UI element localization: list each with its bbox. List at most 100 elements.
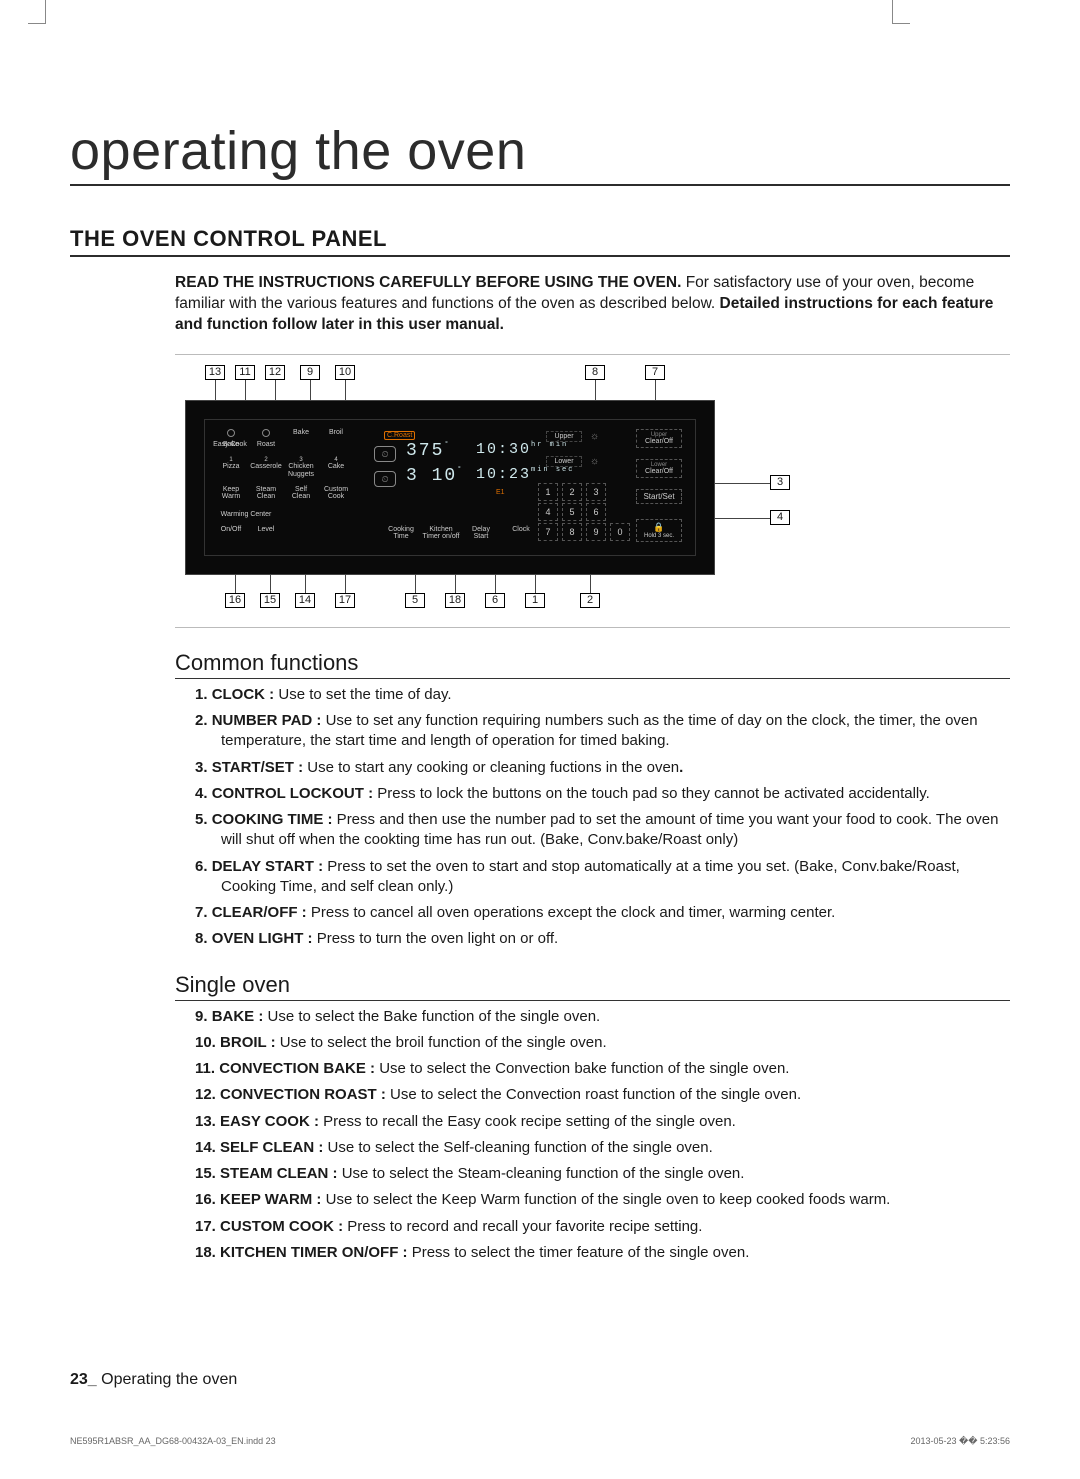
callout-15: 15 xyxy=(260,593,280,608)
display-temp-lower: 3 10° xyxy=(406,466,463,486)
item-description: Use to select the broil function of the … xyxy=(276,1034,607,1051)
crop-mark-tl xyxy=(28,0,46,24)
c-roast-indicator: C.Roast xyxy=(384,431,415,440)
panel-label: DelayStart xyxy=(461,526,501,541)
definition-item: 6. DELAY START : Press to set the oven t… xyxy=(195,857,1010,898)
common-functions-list: 1. CLOCK : Use to set the time of day. 2.… xyxy=(195,685,1010,950)
display-temp-upper: 375° xyxy=(406,441,451,461)
callout-10: 10 xyxy=(335,365,355,380)
numpad-key-1: 1 xyxy=(538,483,558,501)
callout-18: 18 xyxy=(445,593,465,608)
right-button-3: 🔒Hold 3 sec. xyxy=(636,519,682,542)
numpad-key-6: 6 xyxy=(586,503,606,521)
page-footer: 23_ Operating the oven xyxy=(70,1371,237,1389)
item-description: Press to set the oven to start and stop … xyxy=(221,858,960,895)
item-description: Use to select the Steam-cleaning functio… xyxy=(338,1165,745,1182)
oven-panel: BakeRoastBakeBroilEasy Cook1Pizza2Casser… xyxy=(185,400,715,575)
definition-item: 9. BAKE : Use to select the Bake functio… xyxy=(195,1007,1010,1027)
callout-5: 5 xyxy=(405,593,425,608)
item-number: 2. xyxy=(195,712,212,729)
definition-item: 11. CONVECTION BAKE : Use to select the … xyxy=(195,1059,1010,1079)
item-number: 5. xyxy=(195,811,212,828)
numpad-key-8: 8 xyxy=(562,523,582,541)
item-number: 13. xyxy=(195,1113,220,1130)
item-term: CLOCK : xyxy=(212,686,275,703)
page-number: 23_ xyxy=(70,1371,97,1388)
item-number: 17. xyxy=(195,1218,220,1235)
right-button-2: Start/Set xyxy=(636,489,682,504)
item-description: Use to set the time of day. xyxy=(274,686,451,703)
numpad-key-5: 5 xyxy=(562,503,582,521)
definition-item: 2. NUMBER PAD : Use to set any function … xyxy=(195,711,1010,752)
numpad-key-0: 0 xyxy=(610,523,630,541)
item-description: Press to recall the Easy cook recipe set… xyxy=(319,1113,736,1130)
numpad-key-3: 3 xyxy=(586,483,606,501)
callout-2: 2 xyxy=(580,593,600,608)
panel-label: SteamClean xyxy=(246,486,286,501)
item-description: Use to select the Bake function of the s… xyxy=(263,1008,600,1025)
crop-mark-tr xyxy=(892,0,910,24)
timer-icon: ⏲ xyxy=(374,471,396,487)
callout-3: 3 xyxy=(770,475,790,490)
single-oven-list: 9. BAKE : Use to select the Bake functio… xyxy=(195,1007,1010,1264)
definition-item: 7. CLEAR/OFF : Press to cancel all oven … xyxy=(195,903,1010,923)
item-number: 12. xyxy=(195,1086,220,1103)
item-term: STEAM CLEAN : xyxy=(220,1165,338,1182)
panel-label: Broil xyxy=(316,429,356,437)
item-number: 9. xyxy=(195,1008,212,1025)
callout-8: 8 xyxy=(585,365,605,380)
definition-item: 15. STEAM CLEAN : Use to select the Stea… xyxy=(195,1164,1010,1184)
item-term: CONTROL LOCKOUT : xyxy=(212,785,373,802)
divider-top xyxy=(175,354,1010,355)
definition-item: 16. KEEP WARM : Use to select the Keep W… xyxy=(195,1190,1010,1210)
item-description: Press and then use the number pad to set… xyxy=(221,811,998,848)
item-description: Press to record and recall your favorite… xyxy=(343,1218,702,1235)
definition-item: 10. BROIL : Use to select the broil func… xyxy=(195,1033,1010,1053)
item-term: SELF CLEAN : xyxy=(220,1139,323,1156)
item-term: OVEN LIGHT : xyxy=(212,930,313,947)
definition-item: 18. KITCHEN TIMER ON/OFF : Press to sele… xyxy=(195,1243,1010,1263)
panel-label: Easy Cook xyxy=(210,441,250,449)
display-time-lower: 10:23min sec xyxy=(476,466,574,483)
panel-label: Level xyxy=(246,526,286,534)
item-description: Use to select the Self-cleaning function… xyxy=(323,1139,712,1156)
item-term: BAKE : xyxy=(212,1008,264,1025)
callout-7: 7 xyxy=(645,365,665,380)
item-term: NUMBER PAD : xyxy=(212,712,322,729)
control-panel-diagram: 131112910873416151417518612BakeRoastBake… xyxy=(185,365,815,615)
bold-trail: . xyxy=(679,759,683,776)
right-button-0: UpperClear/Off xyxy=(636,429,682,448)
panel-label: Warming Center xyxy=(211,511,281,519)
numpad-key-7: 7 xyxy=(538,523,558,541)
item-number: 18. xyxy=(195,1244,220,1261)
item-number: 7. xyxy=(195,904,212,921)
numpad-key-4: 4 xyxy=(538,503,558,521)
manual-page: operating the oven THE OVEN CONTROL PANE… xyxy=(0,0,1080,1479)
item-number: 1. xyxy=(195,686,212,703)
item-description: Press to cancel all oven operations exce… xyxy=(307,904,836,921)
item-number: 15. xyxy=(195,1165,220,1182)
panel-label: 3ChickenNuggets xyxy=(281,456,321,479)
page-footer-text: Operating the oven xyxy=(97,1371,238,1388)
imprint-date: 2013-05-23 �� 5:23:56 xyxy=(910,1436,1010,1447)
item-number: 10. xyxy=(195,1034,220,1051)
panel-label: 1Pizza xyxy=(211,456,251,471)
item-description: Use to set any function requiring number… xyxy=(221,712,978,749)
item-term: DELAY START : xyxy=(212,858,323,875)
item-number: 4. xyxy=(195,785,212,802)
definition-item: 12. CONVECTION ROAST : Use to select the… xyxy=(195,1085,1010,1105)
item-number: 11. xyxy=(195,1060,219,1077)
panel-label: KeepWarm xyxy=(211,486,251,501)
panel-label: 2Casserole xyxy=(246,456,286,471)
common-functions-heading: Common functions xyxy=(175,650,1010,679)
item-number: 3. xyxy=(195,759,212,776)
item-description: Use to select the Convection roast funct… xyxy=(386,1086,801,1103)
panel-label: Bake xyxy=(281,429,321,437)
item-term: CLEAR/OFF : xyxy=(212,904,307,921)
item-term: EASY COOK : xyxy=(220,1113,319,1130)
callout-16: 16 xyxy=(225,593,245,608)
callout-6: 6 xyxy=(485,593,505,608)
item-term: CONVECTION BAKE : xyxy=(219,1060,375,1077)
intro-lead-bold: READ THE INSTRUCTIONS CAREFULLY BEFORE U… xyxy=(175,274,681,291)
item-term: BROIL : xyxy=(220,1034,276,1051)
